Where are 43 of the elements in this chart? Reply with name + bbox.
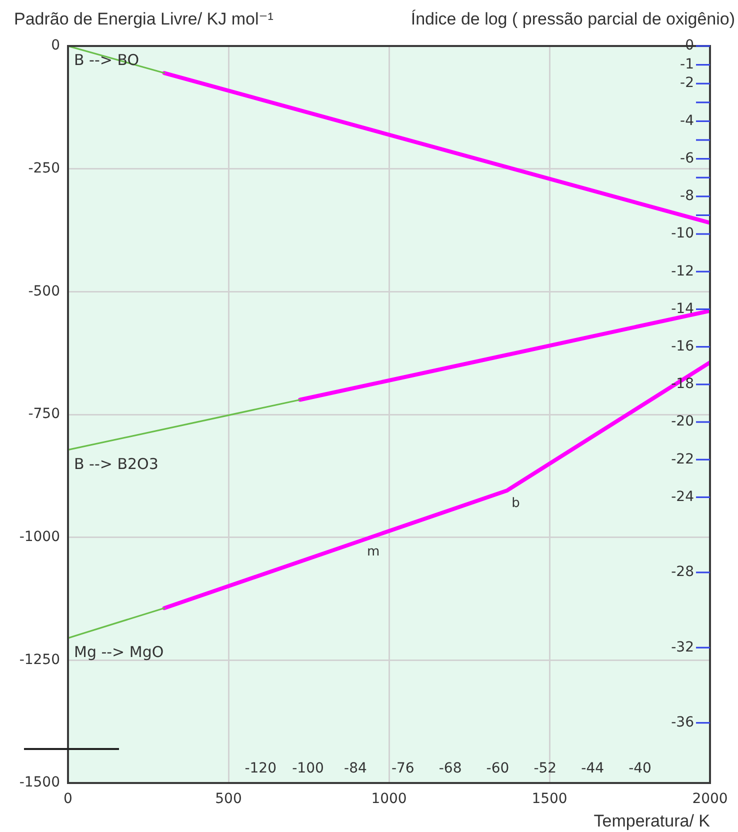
y-tick-label: -1500 <box>19 774 60 791</box>
annotation: -76 <box>391 760 414 777</box>
y2-tick-label: -4 <box>680 112 694 129</box>
y2-tick-label: -1 <box>680 56 694 72</box>
annotation: -60 <box>486 760 510 777</box>
y2-tick-label: -32 <box>671 639 694 656</box>
x-tick-label: 0 <box>64 791 72 808</box>
y2-tick-label: -12 <box>671 263 694 280</box>
annotation: -84 <box>344 760 367 777</box>
y-tick-label: -750 <box>28 406 60 422</box>
y2-tick-label: -20 <box>671 414 694 430</box>
x-tick-label: 2000 <box>692 791 728 808</box>
series-label: B --> B2O3 <box>74 454 158 473</box>
y2-tick-label: -10 <box>671 226 694 242</box>
y-tick-label: -500 <box>28 283 60 300</box>
y2-tick-label: -24 <box>671 488 694 505</box>
x-tick-label: 1500 <box>532 791 568 808</box>
annotation: -40 <box>628 760 652 777</box>
annotation: m <box>366 544 380 560</box>
y2-tick-label: -6 <box>680 150 694 166</box>
x-axis-title: Temperatura/ K <box>594 812 711 831</box>
y-tick-label: 0 <box>51 38 60 54</box>
y2-tick-label: -36 <box>671 714 694 730</box>
y2-tick-label: -28 <box>671 564 694 580</box>
annotation: -52 <box>534 760 557 777</box>
y2-tick-label: -22 <box>671 451 694 468</box>
annotation: b <box>512 496 520 512</box>
y2-tick-label: -8 <box>680 188 694 204</box>
y2-tick-label: -14 <box>671 300 694 317</box>
series-label: Mg --> MgO <box>74 642 164 661</box>
annotation: -100 <box>292 760 324 777</box>
annotation: -120 <box>244 760 276 777</box>
annotation: -44 <box>581 760 604 777</box>
y-axis-title: Padrão de Energia Livre/ KJ mol⁻¹ <box>14 10 274 29</box>
annotation: -68 <box>438 760 462 777</box>
x-tick-label: 1000 <box>371 791 407 808</box>
y2-axis-title: Índice de log ( pressão parcial de oxigênio) <box>410 10 735 29</box>
y2-tick-label: -2 <box>680 75 694 92</box>
x-tick-label: 500 <box>215 791 242 808</box>
y2-tick-label: -16 <box>671 338 694 354</box>
y-tick-label: -1000 <box>19 528 60 545</box>
y-tick-label: -250 <box>28 160 60 176</box>
y-tick-label: -1250 <box>19 652 60 668</box>
